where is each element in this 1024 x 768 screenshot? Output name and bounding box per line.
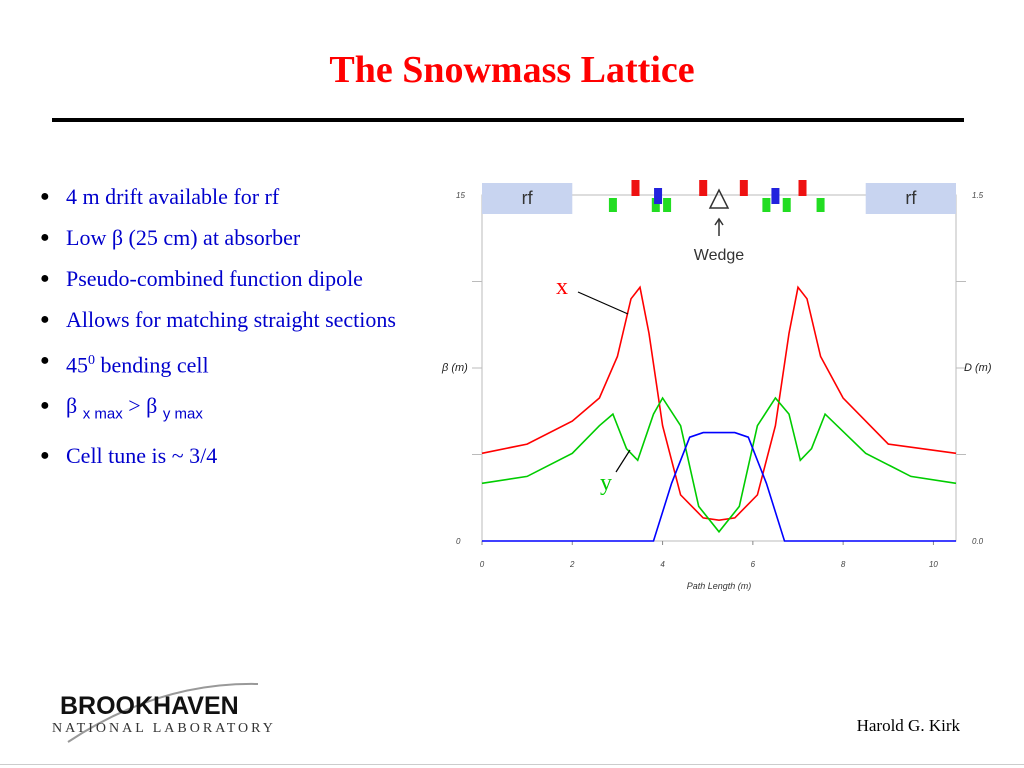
slide-title: The Snowmass Lattice — [329, 49, 695, 91]
quad-magnet — [816, 198, 825, 212]
dipole-magnet — [631, 180, 640, 196]
blue-magnet — [771, 188, 780, 204]
callout-x-label: x — [556, 274, 568, 300]
x-tick-label: 2 — [569, 560, 575, 569]
y-left-tick-label: 15 — [456, 191, 465, 200]
bullet-item: ● Allows for matching straight sections — [40, 303, 415, 337]
bullet-dot-icon: ● — [40, 188, 50, 205]
y-left-tick-label: 0 — [456, 537, 461, 546]
blue-magnet — [654, 188, 663, 204]
logo-swoosh-icon — [67, 682, 259, 743]
dipole-magnet — [739, 180, 748, 196]
title-rule — [52, 118, 964, 122]
wedge-icon — [708, 188, 730, 209]
dipole-magnet — [699, 180, 708, 196]
callout-y-arrow-icon — [615, 449, 631, 473]
logo-line1: BROOKHAVEN — [60, 692, 239, 720]
quad-magnet — [608, 198, 617, 212]
callout-y-label: y — [600, 470, 612, 496]
rf-label: rf — [522, 188, 534, 208]
quad-magnet — [782, 198, 791, 212]
bullet-dot-icon: ● — [40, 270, 50, 287]
rf-label: rf — [905, 188, 917, 208]
wedge-label: Wedge — [694, 247, 745, 264]
lattice-chart-svg: 0 2 4 6 8 10 Path Length (m) 15 0 1.5 0.0 β (m) D (m… — [441, 180, 992, 591]
footer-rule — [0, 764, 1024, 765]
callout-x-arrow-icon — [577, 291, 629, 315]
quad-magnet — [651, 198, 660, 212]
rf-box — [865, 183, 956, 214]
quad-magnet — [663, 198, 672, 212]
rf-box — [482, 183, 573, 214]
bullet-dot-icon: ● — [40, 446, 50, 464]
bullet-dot-icon: ● — [40, 311, 50, 328]
series-line-D — [482, 431, 956, 542]
lattice-chart: 0 2 4 6 8 10 Path Length (m) 15 0 1.5 0.0 β (m) D (m… — [420, 170, 1005, 600]
bullet-item: ● Low β (25 cm) at absorber — [40, 221, 415, 255]
bullet-dot-icon: ● — [40, 229, 50, 246]
author-name: Harold G. Kirk — [856, 716, 960, 735]
x-tick-label: 8 — [841, 560, 846, 569]
x-tick-label: 10 — [929, 560, 938, 569]
bullet-item: ● 450 bending cell — [40, 344, 415, 382]
logo-line2: NATIONAL LABORATORY — [52, 721, 276, 736]
bullet-item: ● Pseudo-combined function dipole — [40, 262, 415, 296]
x-axis-label: Path Length (m) — [687, 581, 752, 591]
x-tick-label: 0 — [480, 560, 485, 569]
bullet-item: ● Cell tune is ~ 3/4 — [40, 439, 415, 473]
bullet-item: ● 4 m drift available for rf — [40, 180, 415, 214]
series-line-x — [481, 285, 957, 522]
y-right-tick-label: 1.5 — [972, 191, 984, 200]
y-right-axis-label: D (m) — [964, 362, 992, 374]
bullet-list: ● 4 m drift available for rf ● Low β (25 c… — [40, 180, 415, 480]
y-left-axis-label: β (m) — [441, 362, 468, 374]
brookhaven-logo: BROOKHAVEN NATIONAL LABORATORY — [52, 682, 276, 743]
series-line-y — [481, 396, 957, 534]
bullet-dot-icon: ● — [40, 352, 50, 369]
wedge-arrowhead-icon — [714, 217, 724, 226]
x-tick-label: 4 — [660, 560, 665, 569]
bullet-item: ● β x max > β y max — [40, 389, 415, 431]
quad-magnet — [762, 198, 771, 212]
x-tick-label: 6 — [751, 560, 756, 569]
bullet-dot-icon: ● — [40, 397, 50, 415]
dipole-magnet — [798, 180, 807, 196]
y-right-tick-label: 0.0 — [972, 537, 984, 546]
